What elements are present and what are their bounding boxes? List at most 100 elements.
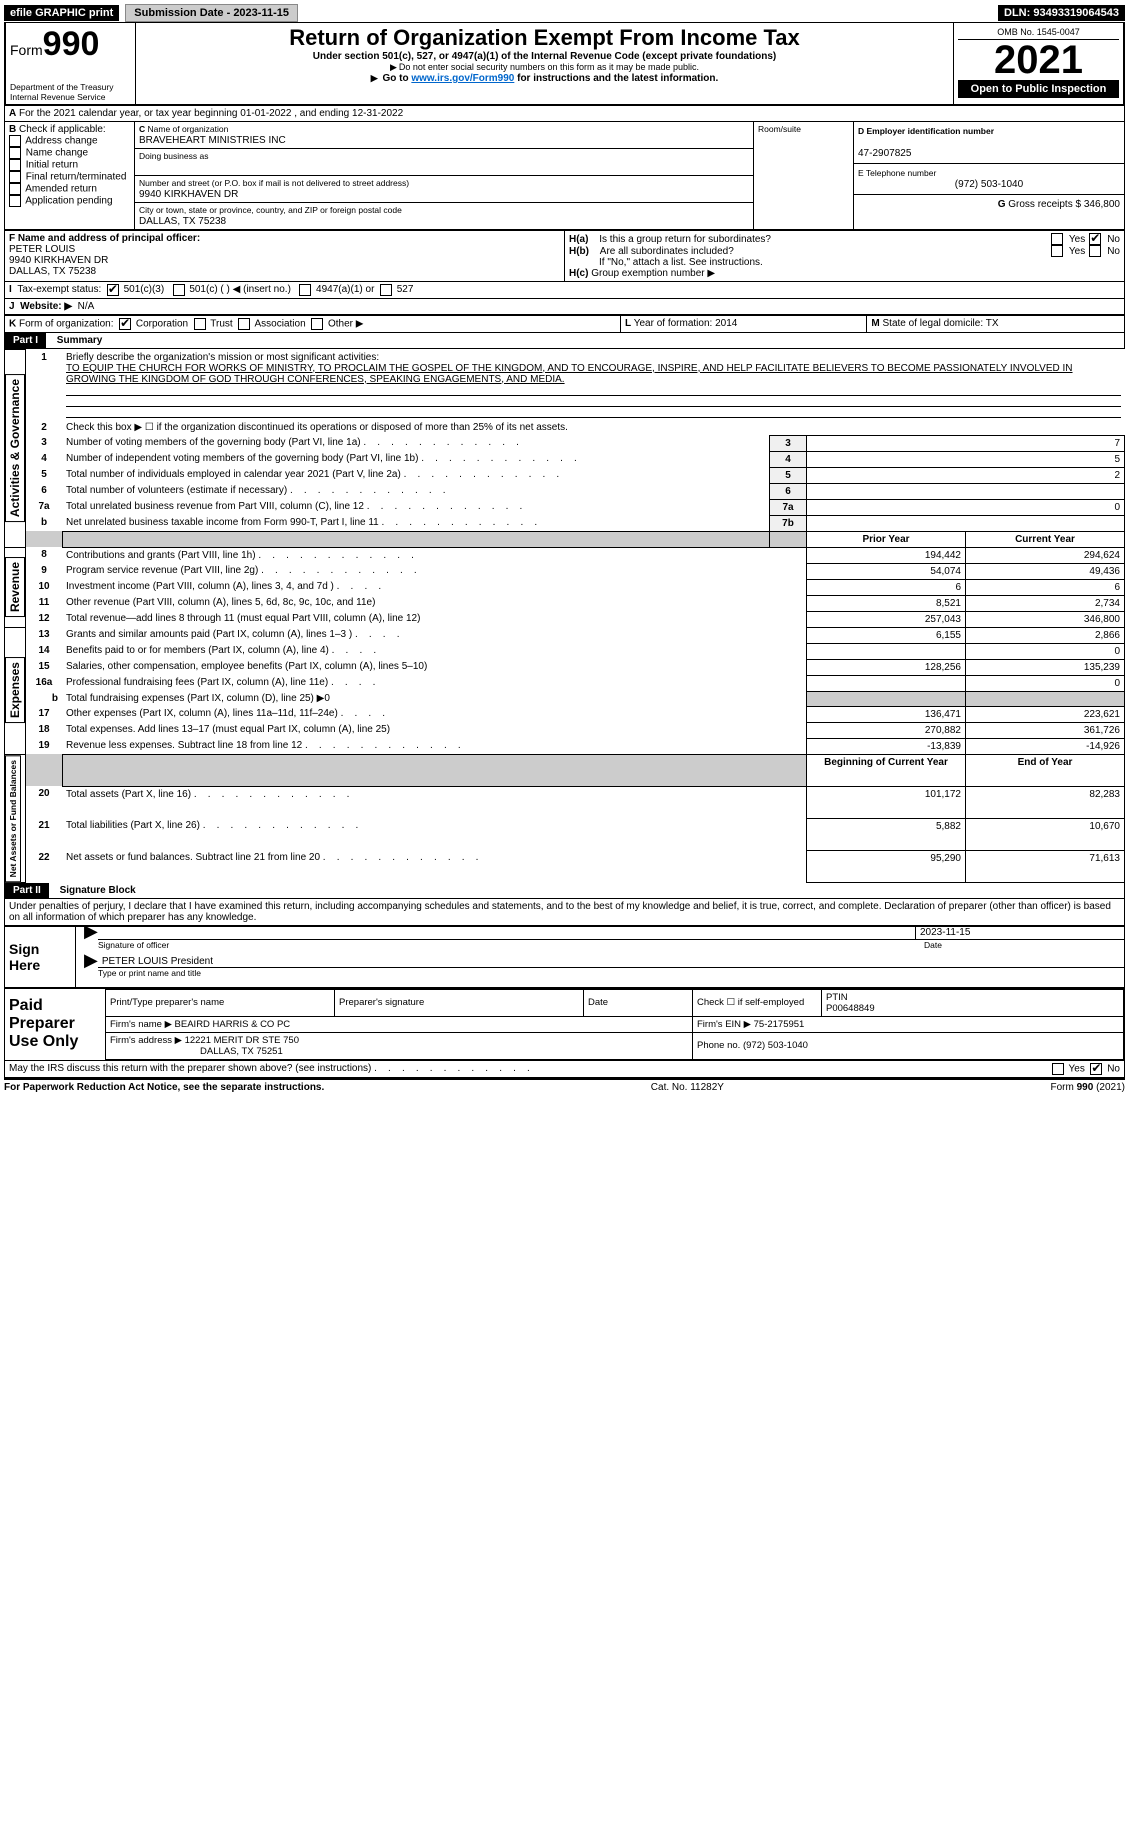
form-no: 990 <box>43 25 100 63</box>
r7a-c: 7a <box>770 499 807 515</box>
r3-v: 7 <box>807 435 1125 451</box>
opt-trust: Trust <box>210 319 232 330</box>
r5-c: 5 <box>770 467 807 483</box>
room-suite: Room/suite <box>754 122 854 229</box>
irs-label: Internal Revenue Service <box>10 92 131 102</box>
firm-addr-label: Firm's address ▶ <box>110 1035 182 1046</box>
org-address: 9940 KIRKHAVEN DR <box>139 189 238 200</box>
form-subtitle: Under section 501(c), 527, or 4947(a)(1)… <box>140 51 949 62</box>
rev9-t: Program service revenue (Part VIII, line… <box>62 563 807 579</box>
submission-date-btn[interactable]: Submission Date - 2023-11-15 <box>125 4 298 22</box>
opt-app-pending: Application pending <box>25 196 112 207</box>
tax-year: 2021 <box>958 40 1119 80</box>
opt-final-return: Final return/terminated <box>26 172 127 183</box>
ex16b-t: Total fundraising expenses (Part IX, col… <box>62 691 807 706</box>
paid-label: Paid Preparer Use Only <box>5 989 105 1060</box>
opt-amended: Amended return <box>25 184 97 195</box>
opt-527: 527 <box>397 284 414 296</box>
cb-address-change[interactable] <box>9 135 21 147</box>
cb-ha-no[interactable] <box>1089 233 1101 245</box>
hdr-curr: Current Year <box>966 531 1125 547</box>
discuss-no: No <box>1107 1063 1120 1074</box>
na21-n: 21 <box>26 818 63 850</box>
tax-exempt-row: I Tax-exempt status: 501(c)(3) 501(c) ( … <box>4 282 1125 299</box>
rev11-n: 11 <box>26 595 63 611</box>
r7b-t: Net unrelated business taxable income fr… <box>62 515 770 531</box>
yes-label: Yes <box>1069 234 1085 245</box>
cb-final-return[interactable] <box>9 171 21 183</box>
part1-label: Part I <box>5 333 46 348</box>
yof-value: 2014 <box>715 318 737 329</box>
sig-date-label: Date <box>920 940 1124 950</box>
sign-date: 2023-11-15 <box>915 927 1124 940</box>
cb-trust[interactable] <box>194 318 206 330</box>
r4-t: Number of independent voting members of … <box>62 451 770 467</box>
rev8-n: 8 <box>26 547 63 563</box>
firm-name-label: Firm's name ▶ <box>110 1019 172 1030</box>
discuss-row: May the IRS discuss this return with the… <box>4 1061 1125 1078</box>
r3-t: Number of voting members of the governin… <box>62 435 770 451</box>
cb-discuss-yes[interactable] <box>1052 1063 1064 1075</box>
pp-date-hdr: Date <box>584 989 693 1016</box>
phone-label: E Telephone number <box>858 168 936 178</box>
firm-ein-label: Firm's EIN ▶ <box>697 1019 751 1030</box>
r6-t: Total number of volunteers (estimate if … <box>62 483 770 499</box>
r6-v <box>807 483 1125 499</box>
officer-label: F Name and address of principal officer: <box>9 233 200 244</box>
cb-4947[interactable] <box>299 284 311 296</box>
dln-label: DLN: 93493319064543 <box>998 5 1125 21</box>
topbar: efile GRAPHIC print Submission Date - 20… <box>4 4 1125 22</box>
form-footer: Form 990 (2021) <box>1051 1082 1125 1093</box>
rev12-n: 12 <box>26 611 63 627</box>
cb-assoc[interactable] <box>238 318 250 330</box>
irs-link[interactable]: www.irs.gov/Form990 <box>411 73 514 84</box>
cb-501c[interactable] <box>173 284 185 296</box>
ex13-p: 6,155 <box>807 627 966 643</box>
rev11-c: 2,734 <box>966 595 1125 611</box>
q2-text: Check this box ▶ ☐ if the organization d… <box>62 420 1125 436</box>
cb-hb-no[interactable] <box>1089 245 1101 257</box>
rev8-t: Contributions and grants (Part VIII, lin… <box>62 547 807 563</box>
rev10-n: 10 <box>26 579 63 595</box>
ex17-p: 136,471 <box>807 706 966 722</box>
pra-notice: For Paperwork Reduction Act Notice, see … <box>4 1082 324 1093</box>
officer-print-name: PETER LOUIS President <box>98 956 1124 968</box>
cb-amended[interactable] <box>9 183 21 195</box>
opt-address-change: Address change <box>25 136 97 147</box>
gross-value: 346,800 <box>1084 199 1120 210</box>
addr-label: Number and street (or P.O. box if mail i… <box>139 178 409 188</box>
cb-other[interactable] <box>311 318 323 330</box>
ex14-t: Benefits paid to or for members (Part IX… <box>62 643 807 659</box>
ex17-n: 17 <box>26 706 63 722</box>
cb-hb-yes[interactable] <box>1051 245 1063 257</box>
r7b-v <box>807 515 1125 531</box>
arrow-icon-2: ▶ <box>84 956 98 968</box>
rev10-c: 6 <box>966 579 1125 595</box>
r6-n: 6 <box>26 483 63 499</box>
r6-c: 6 <box>770 483 807 499</box>
cb-name-change[interactable] <box>9 147 21 159</box>
goto-line: Go to www.irs.gov/Form990 for instructio… <box>140 73 949 84</box>
pp-sig-hdr: Preparer's signature <box>335 989 584 1016</box>
ex14-n: 14 <box>26 643 63 659</box>
hc-text: Group exemption number ▶ <box>591 268 715 279</box>
cb-initial-return[interactable] <box>9 159 21 171</box>
r7a-n: 7a <box>26 499 63 515</box>
yes-label2: Yes <box>1069 246 1085 257</box>
na22-c: 71,613 <box>966 850 1125 882</box>
ex15-p: 128,256 <box>807 659 966 675</box>
firm-ein: 75-2175951 <box>754 1019 805 1030</box>
box-b: B Check if applicable: Address change Na… <box>5 122 135 229</box>
cb-discuss-no[interactable] <box>1090 1063 1102 1075</box>
hb-text: Are all subordinates included? <box>600 246 1047 257</box>
rev12-c: 346,800 <box>966 611 1125 627</box>
cb-ha-yes[interactable] <box>1051 233 1063 245</box>
cat-no: Cat. No. 11282Y <box>651 1082 724 1093</box>
te-label: Tax-exempt status: <box>17 284 101 296</box>
cb-app-pending[interactable] <box>9 195 21 207</box>
cb-527[interactable] <box>380 284 392 296</box>
box-deg: D Employer identification number 47-2907… <box>854 122 1124 229</box>
cb-501c3[interactable] <box>107 284 119 296</box>
cb-corp[interactable] <box>119 318 131 330</box>
opt-other: Other ▶ <box>328 319 363 330</box>
